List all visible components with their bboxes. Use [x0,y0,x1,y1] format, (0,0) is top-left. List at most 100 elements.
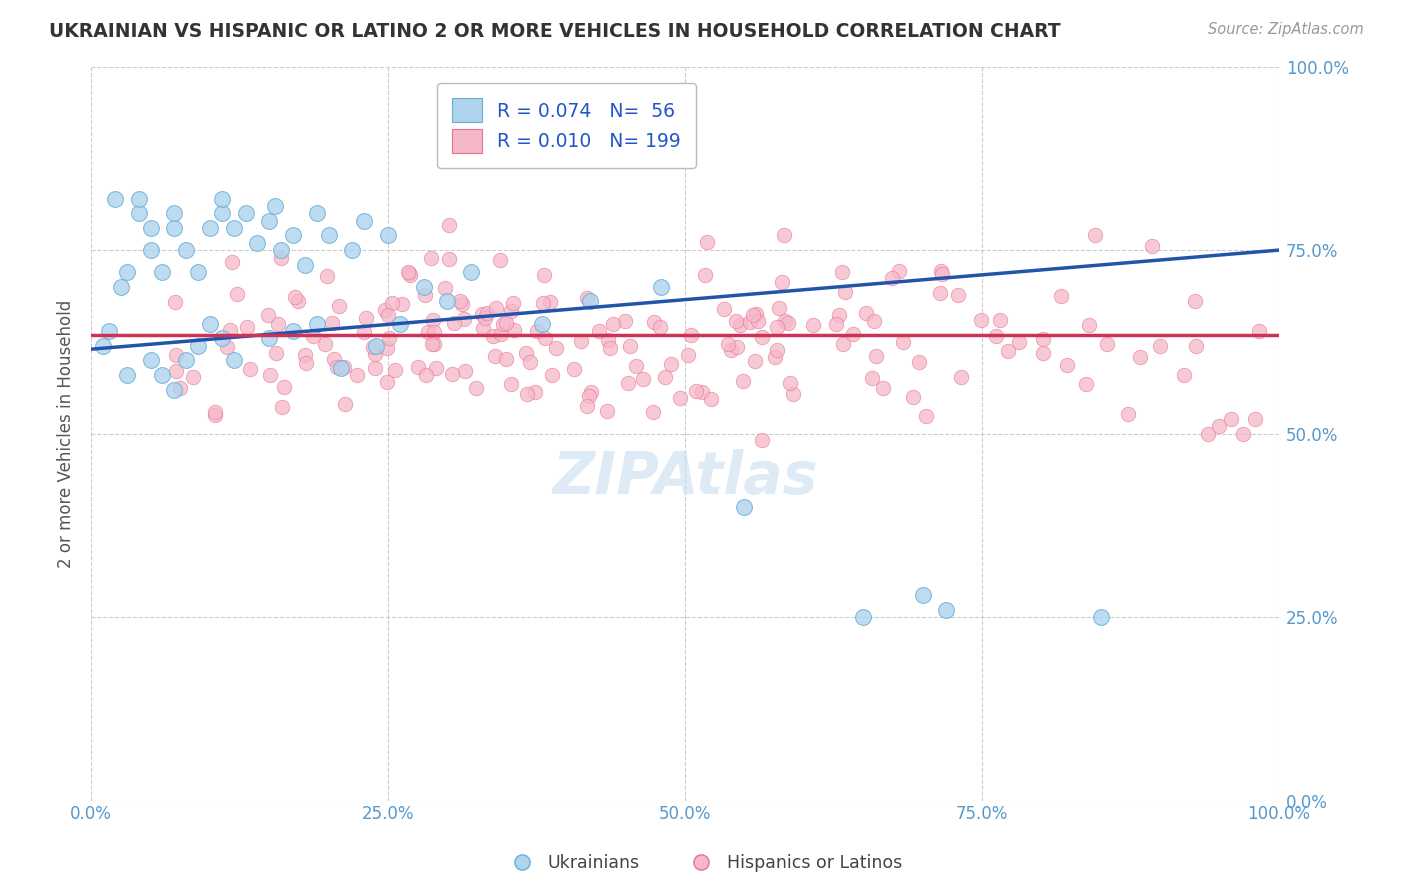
Point [420,252,443,266]
Point [1078,318,1101,333]
Point [650,280,672,294]
Point [515,346,537,360]
Point [422,313,444,327]
Point [595,403,617,417]
Point [1184,294,1206,309]
Text: ZIPAtlas: ZIPAtlas [553,450,818,506]
Point [152,265,174,279]
Point [720,343,742,357]
Point [485,301,508,315]
Point [294,258,316,272]
Point [1056,358,1078,372]
Point [425,361,447,376]
Point [346,368,368,383]
Point [139,243,162,257]
Point [437,218,460,232]
Point [384,363,406,377]
Point [725,314,748,328]
Point [700,392,723,407]
Point [211,206,233,220]
Point [329,360,352,375]
Point [436,294,458,309]
Point [388,317,411,331]
Point [745,308,768,322]
Point [465,381,488,395]
Point [538,294,561,309]
Point [406,359,429,374]
Point [396,265,419,279]
Point [256,309,278,323]
Point [314,337,336,351]
Point [534,331,557,345]
Point [163,221,186,235]
Point [997,344,1019,359]
Point [413,288,436,302]
Point [377,309,399,323]
Point [831,265,853,279]
Point [531,295,554,310]
Point [903,390,925,404]
Point [1232,426,1254,441]
Point [782,386,804,401]
Point [643,405,665,419]
Point [204,408,226,422]
Point [333,360,356,375]
Point [281,324,304,338]
Point [713,302,735,317]
Point [495,351,517,366]
Point [908,355,931,369]
Point [198,221,221,235]
Point [270,243,292,257]
Point [364,347,387,361]
Point [115,368,138,382]
Point [742,308,765,322]
Point [169,381,191,395]
Point [443,316,465,330]
Point [316,268,339,283]
Point [768,301,790,316]
Point [865,349,887,363]
Point [531,317,554,331]
Point [1084,228,1107,243]
Point [685,384,707,398]
Point [475,306,498,320]
Point [259,213,281,227]
Point [696,235,718,249]
Point [482,329,505,343]
Point [284,290,307,304]
Point [305,206,328,220]
Point [654,370,676,384]
Point [624,359,647,373]
Point [501,303,523,318]
Point [375,342,398,356]
Point [852,610,875,624]
Point [770,275,793,289]
Point [773,314,796,328]
Point [946,288,969,302]
Point [801,318,824,333]
Point [1129,351,1152,365]
Point [872,381,894,395]
Point [668,391,690,405]
Point [187,265,209,279]
Point [690,385,713,400]
Point [773,227,796,242]
Point [519,355,541,369]
Point [679,328,702,343]
Point [576,399,599,413]
Point [416,325,439,339]
Point [763,350,786,364]
Point [1090,610,1112,624]
Point [1149,338,1171,352]
Point [273,380,295,394]
Point [378,330,401,344]
Point [751,330,773,344]
Point [115,265,138,279]
Point [733,374,755,388]
Point [412,280,434,294]
Point [366,338,388,352]
Point [717,337,740,351]
Point [165,348,187,362]
Point [502,295,524,310]
Point [364,360,387,375]
